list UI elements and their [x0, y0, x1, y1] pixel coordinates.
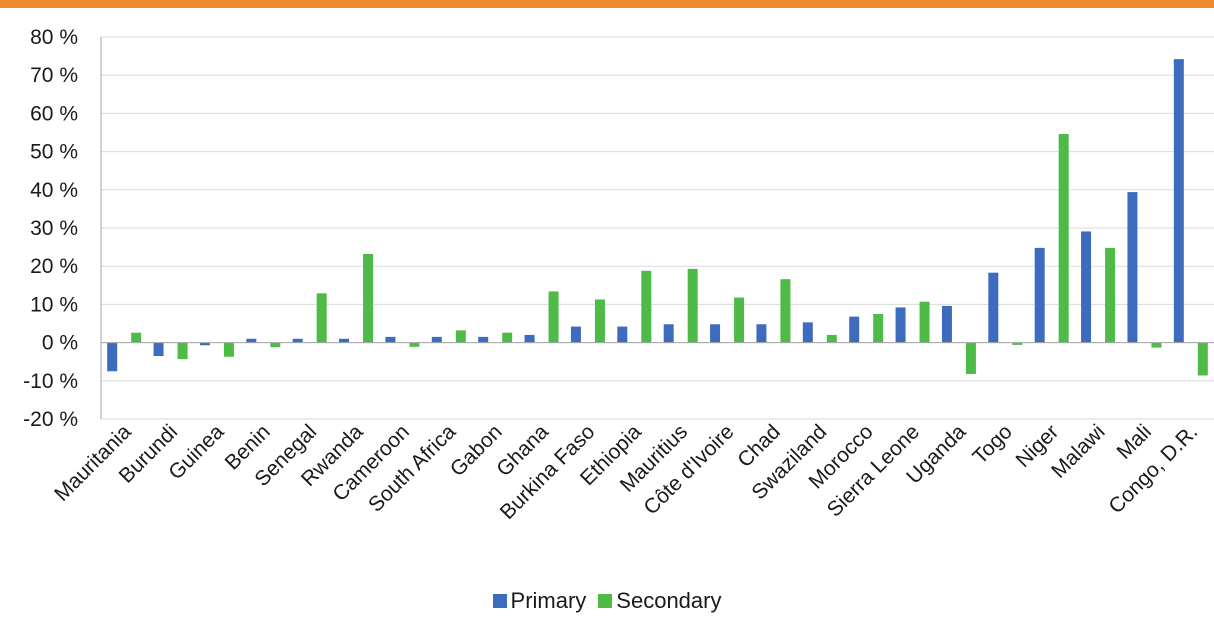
y-tick-label: 20 % — [30, 255, 78, 278]
bar-secondary — [965, 342, 976, 374]
legend-item-primary: Primary — [492, 588, 587, 614]
bar-secondary — [826, 334, 837, 343]
y-tick-label: -20 % — [23, 408, 78, 431]
bar-primary — [524, 334, 535, 343]
bar-primary — [941, 305, 952, 343]
accent-bar — [0, 0, 1214, 8]
legend-item-secondary: Secondary — [598, 588, 721, 614]
bar-primary — [1081, 231, 1092, 343]
y-tick-label: 80 % — [30, 26, 78, 49]
bar-secondary — [409, 342, 420, 347]
bar-secondary — [548, 291, 559, 343]
bar-secondary — [1058, 134, 1069, 343]
bar-primary — [802, 322, 813, 343]
bar-chart: -20 % -10 % 0 % 10 % 20 % 30 % 40 % 50 % 60 % 70 … — [23, 26, 1214, 524]
bar-secondary — [316, 293, 327, 343]
y-tick-label: -10 % — [23, 370, 78, 393]
bar-secondary — [780, 279, 791, 343]
y-tick-label: 10 % — [30, 293, 78, 316]
bar-secondary — [1197, 342, 1208, 376]
bar-primary — [756, 324, 767, 343]
y-tick-label: 60 % — [30, 102, 78, 125]
bar-secondary — [1012, 342, 1023, 345]
legend-swatch-primary — [492, 594, 507, 608]
bar-primary — [988, 272, 999, 343]
bar-primary — [710, 324, 721, 343]
bar-primary — [107, 342, 118, 372]
bar-secondary — [873, 313, 884, 343]
bar-secondary — [641, 270, 652, 343]
bar-primary — [385, 336, 396, 343]
bar-primary — [478, 336, 489, 343]
bar-primary — [617, 326, 628, 343]
bar-primary — [1127, 192, 1138, 343]
bar-primary — [1034, 247, 1045, 343]
bar-secondary — [131, 332, 142, 343]
bar-primary — [246, 338, 257, 343]
bar-secondary — [270, 342, 281, 348]
bar-secondary — [1105, 247, 1116, 343]
bar-primary — [570, 326, 581, 343]
bar-primary — [339, 338, 350, 343]
bar-secondary — [919, 301, 930, 343]
bar-secondary — [223, 342, 234, 357]
y-tick-label: 30 % — [30, 217, 78, 240]
y-tick-label: 0 % — [42, 332, 78, 355]
bar-secondary — [363, 253, 374, 343]
y-tick-label: 70 % — [30, 64, 78, 87]
bar-primary — [1173, 59, 1184, 343]
bar-secondary — [177, 342, 188, 360]
legend-swatch-secondary — [598, 594, 613, 608]
bar-secondary — [1151, 342, 1162, 348]
bar-primary — [663, 324, 674, 343]
bar-secondary — [455, 330, 466, 343]
x-tick-label: Gabon — [446, 420, 507, 481]
legend-label-secondary: Secondary — [616, 588, 722, 613]
bar-secondary — [687, 268, 698, 343]
y-tick-label: 40 % — [30, 179, 78, 202]
y-tick-label: 50 % — [30, 141, 78, 164]
bar-primary — [153, 342, 164, 356]
x-tick-label: Malawi — [1047, 420, 1109, 482]
x-tick-label: Togo — [968, 420, 1016, 468]
bar-primary — [431, 336, 442, 343]
bar-primary — [895, 307, 906, 343]
bar-secondary — [734, 297, 745, 343]
bar-secondary — [594, 299, 605, 343]
bar-secondary — [502, 332, 513, 343]
legend: Primary Secondary — [0, 588, 1214, 614]
bar-primary — [849, 316, 860, 343]
bar-primary — [199, 342, 210, 346]
legend-label-primary: Primary — [510, 588, 587, 613]
bar-primary — [292, 338, 303, 343]
